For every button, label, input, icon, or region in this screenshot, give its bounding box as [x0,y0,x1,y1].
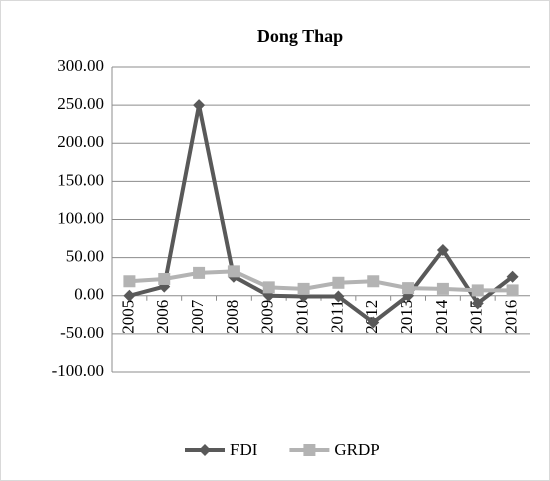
legend-label: FDI [230,440,258,459]
x-tick-label: 2011 [327,300,346,333]
data-point [227,265,240,278]
x-tick-label: 2009 [258,300,277,334]
y-tick-label: 300.00 [57,56,104,75]
data-point [123,289,136,302]
y-tick-label: 250.00 [57,94,104,113]
legend-label: GRDP [334,440,379,459]
data-point [332,290,345,303]
chart-title: Dong Thap [257,26,343,46]
data-point [436,282,449,295]
data-point [123,275,136,288]
y-tick-label: 0.00 [74,285,104,304]
data-point [262,281,275,294]
x-tick-label: 2015 [467,300,486,334]
x-tick-label: 2010 [292,300,311,334]
data-point [506,270,519,283]
data-point [367,316,380,329]
data-point [332,276,345,289]
data-point [193,266,206,279]
x-tick-label: 2008 [223,300,242,334]
data-point [471,284,484,297]
data-point [297,282,310,295]
legend-marker [303,444,316,456]
series-line [128,104,514,325]
data-point [402,282,415,295]
x-tick-label: 2013 [397,300,416,334]
data-point [158,272,171,285]
data-point [436,244,449,256]
y-tick-label: 150.00 [57,170,104,189]
x-tick-label: 2014 [432,299,451,334]
y-tick-label: -50.00 [60,323,104,342]
x-tick-label: 2006 [153,300,172,334]
y-tick-label: 200.00 [57,132,104,151]
data-point [506,284,519,297]
x-tick-label: 2007 [188,299,207,334]
data-point [193,99,206,112]
y-tick-label: -100.00 [52,361,104,380]
data-point [367,275,380,288]
data-point [471,297,484,310]
x-tick-label: 2005 [118,300,137,334]
y-tick-label: 100.00 [57,208,104,227]
x-tick-label: 2016 [501,300,520,334]
y-tick-label: 50.00 [66,247,104,266]
legend-marker [199,444,211,456]
